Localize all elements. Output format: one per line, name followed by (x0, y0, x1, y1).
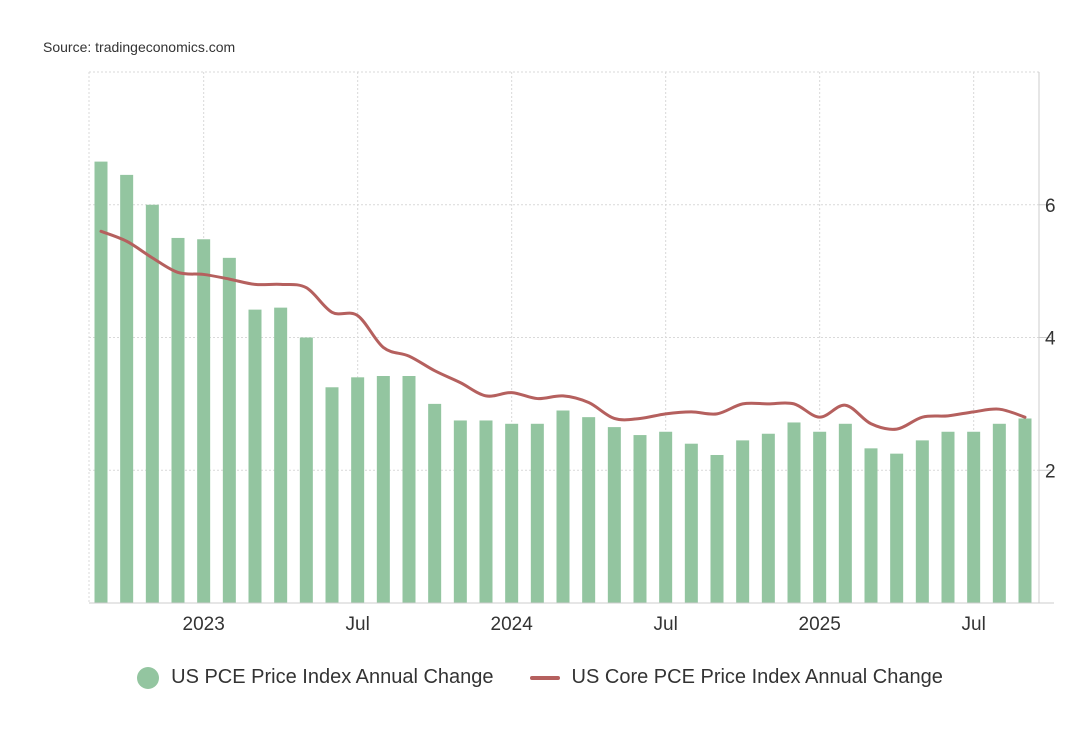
pce-bar[interactable] (197, 239, 211, 603)
legend-label-pce: US PCE Price Index Annual Change (171, 666, 494, 688)
pce-bar[interactable] (736, 440, 750, 603)
pce-bar[interactable] (582, 417, 596, 603)
core-pce-line-group (99, 229, 1027, 431)
x-tick-label: Jul (654, 614, 678, 635)
pce-bar[interactable] (941, 431, 955, 603)
pce-bar[interactable] (710, 454, 724, 603)
pce-bar[interactable] (120, 174, 134, 603)
pce-bar[interactable] (505, 423, 519, 603)
core-pce-line[interactable] (99, 229, 1027, 431)
pce-bar[interactable] (351, 377, 365, 603)
pce-bar[interactable] (838, 423, 852, 603)
pce-bars (94, 161, 1032, 604)
pce-bar[interactable] (479, 420, 493, 603)
tick-labels: 2 4 6 2023 Jul 2024 Jul 2025 Jul (183, 196, 1056, 635)
pce-bar[interactable] (607, 427, 621, 603)
pce-bar[interactable] (787, 422, 801, 603)
pce-bar[interactable] (274, 307, 288, 603)
pce-bar[interactable] (813, 431, 827, 603)
pce-bar[interactable] (1018, 418, 1032, 603)
pce-bar[interactable] (248, 309, 262, 603)
pce-bar[interactable] (556, 410, 570, 603)
pce-bar[interactable] (915, 440, 929, 603)
source-label: Source: tradingeconomics.com (43, 39, 236, 55)
pce-bar[interactable] (145, 204, 159, 603)
legend-item-core-pce[interactable]: US Core PCE Price Index Annual Change (529, 666, 943, 689)
x-tick-label: 2025 (799, 614, 841, 635)
pce-bar[interactable] (992, 423, 1006, 603)
pce-bar[interactable] (402, 375, 416, 603)
y-tick-label: 4 (1045, 329, 1056, 350)
pce-bar[interactable] (325, 387, 339, 603)
y-tick-label: 2 (1045, 461, 1056, 482)
pce-bar[interactable] (864, 448, 878, 603)
pce-bar[interactable] (530, 423, 544, 603)
axes (89, 72, 1054, 604)
pce-bar[interactable] (299, 337, 313, 604)
pce-bar[interactable] (428, 403, 442, 603)
legend-label-core-pce: US Core PCE Price Index Annual Change (571, 666, 943, 688)
x-tick-label: 2024 (491, 614, 534, 635)
pce-bar[interactable] (633, 435, 647, 603)
legend-swatch-line (529, 675, 560, 680)
pce-bar[interactable] (222, 257, 236, 603)
y-tick-label: 6 (1045, 196, 1056, 217)
pce-bar[interactable] (967, 431, 981, 603)
pce-bar[interactable] (761, 433, 775, 603)
pce-bar[interactable] (659, 431, 673, 603)
legend-item-pce[interactable]: US PCE Price Index Annual Change (137, 666, 494, 689)
pce-bar[interactable] (890, 453, 904, 603)
legend-swatch-bar (137, 666, 160, 689)
x-tick-label: Jul (962, 614, 986, 635)
x-tick-label: Jul (346, 614, 370, 635)
pce-bar[interactable] (453, 420, 467, 603)
pce-bar[interactable] (376, 375, 390, 603)
legend: US PCE Price Index Annual Change US Core… (0, 666, 1080, 689)
pce-bar[interactable] (684, 443, 698, 603)
x-tick-label: 2023 (183, 614, 225, 635)
pce-bar[interactable] (94, 161, 108, 603)
pce-bar[interactable] (171, 237, 185, 603)
